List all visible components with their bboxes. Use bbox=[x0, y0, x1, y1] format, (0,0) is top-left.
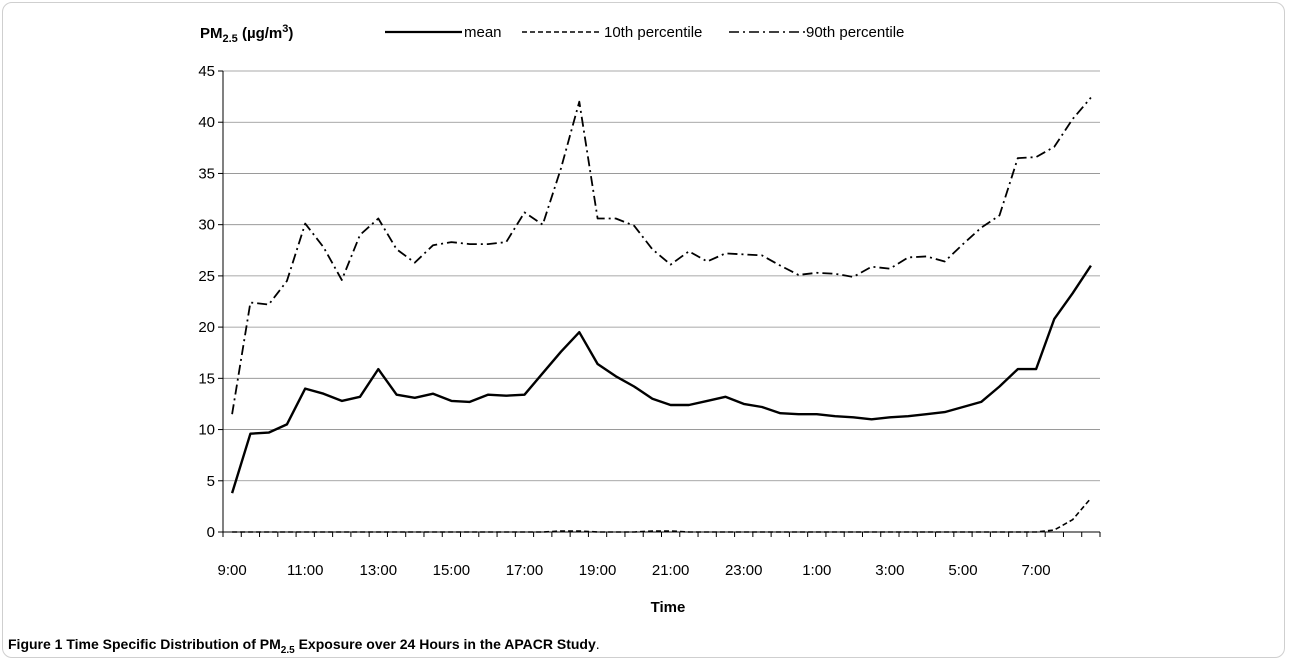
y-axis-label: PM2.5 (µg/m3) bbox=[200, 23, 293, 45]
caption-text: Time Specific Distribution of PM2.5 Expo… bbox=[62, 636, 596, 656]
x-tick-label-1900: 19:00 bbox=[579, 562, 617, 579]
x-tick-label-2100: 21:00 bbox=[652, 562, 690, 579]
x-tick-label-300: 3:00 bbox=[875, 562, 904, 579]
y-tick-label-25: 25 bbox=[198, 268, 215, 285]
x-tick-label-1500: 15:00 bbox=[433, 562, 471, 579]
figure-caption: Figure 1 Time Specific Distribution of P… bbox=[8, 636, 600, 656]
x-tick-label-500: 5:00 bbox=[948, 562, 977, 579]
legend-label-90th-percentile: 90th percentile bbox=[806, 24, 904, 41]
y-tick-label-15: 15 bbox=[198, 370, 215, 387]
y-axis: 0 5 10 15 20 25 30 35 40 45 bbox=[198, 63, 224, 541]
y-tick-label-35: 35 bbox=[198, 165, 215, 182]
legend-label-10th-percentile: 10th percentile bbox=[604, 24, 702, 41]
legend-label-mean: mean bbox=[464, 24, 502, 41]
caption-label: Figure 1 bbox=[8, 636, 63, 652]
x-tick-label-1300: 13:00 bbox=[360, 562, 398, 579]
series-line-mean bbox=[230, 264, 1092, 494]
y-tick-label-5: 5 bbox=[207, 473, 215, 490]
y-tick-label-40: 40 bbox=[198, 114, 215, 131]
x-tick-label-1100: 11:00 bbox=[287, 562, 323, 579]
y-tick-label-0: 0 bbox=[207, 524, 215, 541]
x-axis: 9:00 11:00 13:00 15:00 17:00 19:00 21:00 23:00 1… bbox=[218, 531, 1101, 579]
x-tick-label-900: 9:00 bbox=[218, 562, 247, 579]
legend: mean 10th percentile 90th percentile bbox=[385, 24, 904, 41]
caption-period: . bbox=[595, 636, 600, 652]
y-tick-label-30: 30 bbox=[198, 217, 215, 234]
y-tick-label-45: 45 bbox=[198, 63, 215, 80]
series-line-10th-percentile bbox=[232, 497, 1092, 533]
x-tick-label-1700: 17:00 bbox=[506, 562, 544, 579]
y-tick-label-10: 10 bbox=[198, 422, 215, 439]
series-line-90th-percentile bbox=[231, 97, 1092, 415]
x-tick-label-700: 7:00 bbox=[1021, 562, 1050, 579]
x-tick-label-2300: 23:00 bbox=[725, 562, 763, 579]
y-tick-label-20: 20 bbox=[198, 319, 215, 336]
gridlines bbox=[223, 70, 1100, 482]
x-axis-label: Time bbox=[651, 599, 686, 616]
x-tick-label-100: 1:00 bbox=[802, 562, 831, 579]
series-lines bbox=[230, 97, 1092, 533]
